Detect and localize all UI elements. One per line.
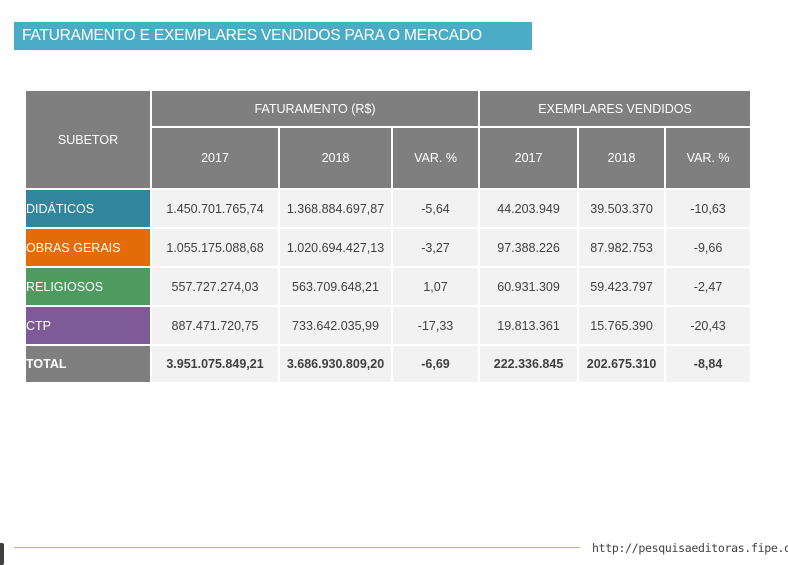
table-cell: 1.450.701.765,74 xyxy=(150,188,280,229)
subsector-header: SUBETOR xyxy=(24,89,152,190)
footer-marker xyxy=(0,543,4,565)
table-cell: 1.055.175.088,68 xyxy=(150,227,280,268)
table-cell: 733.642.035,99 xyxy=(278,305,393,346)
table-cell: 87.982.753 xyxy=(577,227,667,268)
row-label-ctp: CTP xyxy=(24,305,152,346)
table-row: RELIGIOSOS 557.727.274,03 563.709.648,21… xyxy=(24,266,753,307)
table-cell: 3.951.075.849,21 xyxy=(150,344,280,384)
revenue-2017-header: 2017 xyxy=(150,126,280,190)
table-cell: 59.423.797 xyxy=(577,266,667,307)
table-cell: -2,47 xyxy=(664,266,753,307)
table-cell: 39.503.370 xyxy=(577,188,667,229)
table-cell: 1,07 xyxy=(390,266,481,307)
copies-sold-header: EXEMPLARES VENDIDOS xyxy=(478,89,753,128)
copies-2017-header: 2017 xyxy=(478,126,580,190)
table-cell: 222.336.845 xyxy=(478,344,580,384)
market-table: SUBETOR FATURAMENTO (R$) EXEMPLARES VEND… xyxy=(24,89,753,384)
table-row: CTP 887.471.720,75 733.642.035,99 -17,33… xyxy=(24,305,753,346)
table-cell: -9,66 xyxy=(664,227,753,268)
table-cell: 19.813.361 xyxy=(478,305,580,346)
table-row: DIDÁTICOS 1.450.701.765,74 1.368.884.697… xyxy=(24,188,753,229)
table-cell: -8,84 xyxy=(664,344,753,384)
table-cell: 3.686.930.809,20 xyxy=(278,344,393,384)
footer-url-link[interactable]: http://pesquisaeditoras.fipe.org.br xyxy=(592,541,788,555)
table-cell: 557.727.274,03 xyxy=(150,266,280,307)
table-header-row-1: SUBETOR FATURAMENTO (R$) EXEMPLARES VEND… xyxy=(24,89,753,190)
table-cell: 563.709.648,21 xyxy=(278,266,393,307)
table-cell: -10,63 xyxy=(664,188,753,229)
row-label-didaticos: DIDÁTICOS xyxy=(24,188,152,229)
table-header-row-2: 2017 2018 VAR. % 2017 2018 VAR. % xyxy=(25,126,753,190)
table-cell: -20,43 xyxy=(664,305,753,346)
table-cell: -5,64 xyxy=(390,188,481,229)
copies-2018-header: 2018 xyxy=(577,126,667,190)
footer-divider xyxy=(14,547,580,548)
table-cell: 1.020.694.427,13 xyxy=(278,227,393,268)
copies-var-header: VAR. % xyxy=(664,126,753,190)
table-cell: 60.931.309 xyxy=(478,266,580,307)
table-cell: -3,27 xyxy=(390,227,481,268)
revenue-var-header: VAR. % xyxy=(390,126,481,190)
row-label-religiosos: RELIGIOSOS xyxy=(24,266,152,307)
slide-title: FATURAMENTO E EXEMPLARES VENDIDOS PARA O… xyxy=(14,22,532,50)
revenue-header: FATURAMENTO (R$) xyxy=(149,89,481,128)
table-cell: 15.765.390 xyxy=(577,305,667,346)
table-cell: 44.203.949 xyxy=(478,188,580,229)
table-row-total: TOTAL 3.951.075.849,21 3.686.930.809,20 … xyxy=(24,344,753,384)
table-cell: 887.471.720,75 xyxy=(150,305,280,346)
row-label-total: TOTAL xyxy=(24,344,152,384)
table-cell: -6,69 xyxy=(390,344,481,384)
revenue-2018-header: 2018 xyxy=(278,126,393,190)
table-cell: 97.388.226 xyxy=(478,227,580,268)
table-row: OBRAS GERAIS 1.055.175.088,68 1.020.694.… xyxy=(24,227,753,268)
table-cell: -17,33 xyxy=(390,305,481,346)
row-label-obras-gerais: OBRAS GERAIS xyxy=(24,227,152,268)
table-cell: 202.675.310 xyxy=(577,344,667,384)
table-cell: 1.368.884.697,87 xyxy=(278,188,393,229)
